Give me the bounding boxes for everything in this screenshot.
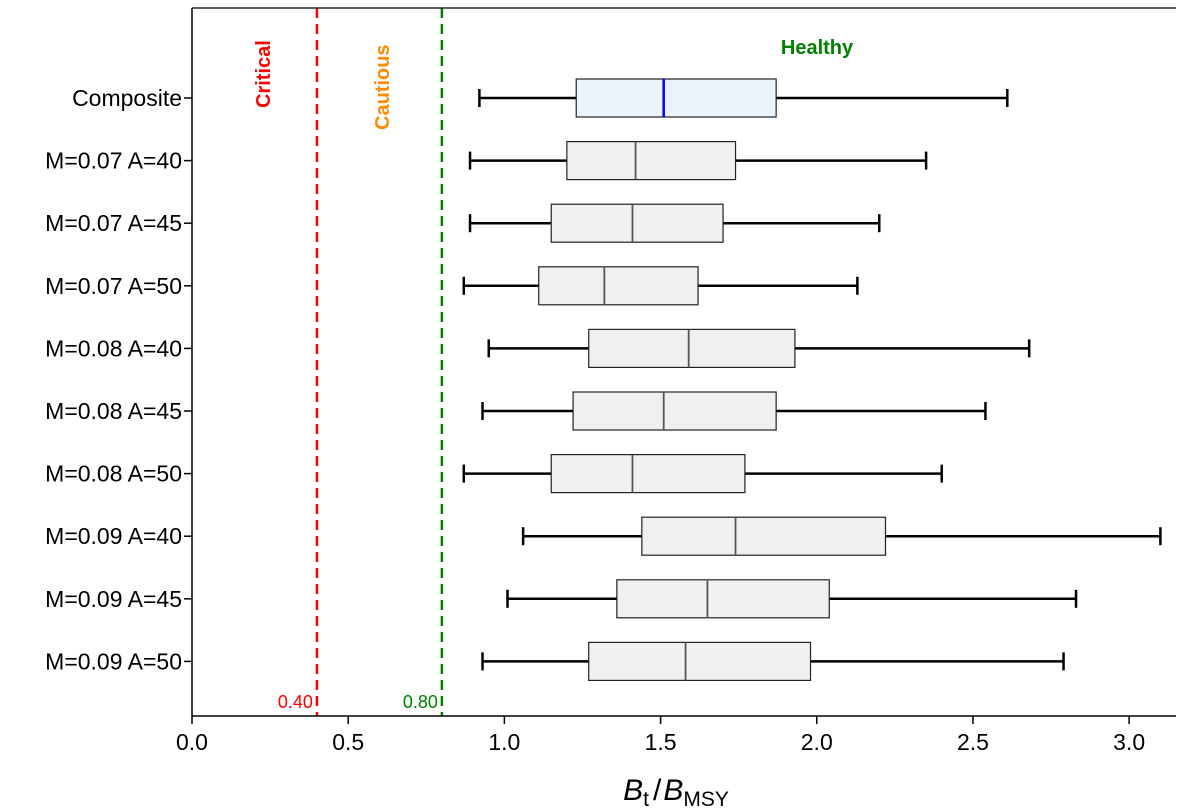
category-label: M=0.08 A=40	[45, 335, 182, 361]
category-label: M=0.09 A=50	[45, 648, 182, 674]
axes-layer	[184, 7, 1176, 724]
boxes-layer	[462, 78, 1162, 682]
zone-label-healthy: Healthy	[781, 37, 854, 59]
x-axis-title-slash: /	[653, 774, 662, 807]
box-iqr	[588, 328, 796, 368]
box-iqr	[641, 516, 887, 556]
box-m-0-07-a-40	[468, 141, 928, 181]
reference-label-0.40: 0.40	[278, 692, 313, 712]
box-m-0-07-a-45	[468, 203, 881, 243]
category-label: M=0.09 A=45	[45, 586, 182, 612]
x-axis-title-msy: MSY	[683, 788, 729, 808]
box-m-0-09-a-50	[481, 641, 1065, 682]
category-label: M=0.07 A=45	[45, 210, 182, 236]
x-tick-label: 1.5	[645, 729, 677, 755]
box-m-0-09-a-40	[521, 516, 1162, 556]
reference-lines-layer	[315, 8, 444, 716]
category-label: M=0.09 A=40	[45, 523, 182, 549]
box-iqr	[566, 141, 737, 181]
category-label: M=0.07 A=40	[45, 148, 182, 174]
box-iqr	[538, 266, 699, 306]
x-axis-title-t: t	[643, 788, 649, 808]
x-tick-label: 2.0	[801, 729, 833, 755]
box-m-0-08-a-50	[462, 454, 943, 494]
x-tick-label: 1.0	[488, 729, 520, 755]
x-axis-title: Bt/BMSY	[623, 774, 729, 808]
zone-label-cautious: Cautious	[372, 44, 394, 130]
category-label: M=0.08 A=45	[45, 398, 182, 424]
box-m-0-07-a-50	[462, 266, 859, 306]
box-m-0-08-a-45	[481, 391, 987, 431]
box-iqr	[572, 391, 777, 431]
x-tick-label: 2.5	[957, 729, 989, 755]
box-iqr	[575, 78, 777, 118]
x-tick-label: 0.5	[332, 729, 364, 755]
x-tick-label: 3.0	[1113, 729, 1145, 755]
box-m-0-09-a-45	[506, 579, 1078, 619]
x-tick-label: 0.0	[176, 729, 208, 755]
x-axis-title-b: B	[623, 774, 643, 807]
x-axis-title-b2: B	[663, 774, 683, 807]
box-iqr	[588, 641, 812, 682]
category-label: Composite	[72, 85, 182, 111]
box-composite	[478, 78, 1009, 118]
zone-label-critical: Critical	[253, 40, 275, 108]
category-label: M=0.07 A=50	[45, 273, 182, 299]
reference-label-0.80: 0.80	[403, 692, 438, 712]
category-label: M=0.08 A=50	[45, 461, 182, 487]
box-iqr	[550, 203, 724, 243]
labels-layer: 0.40 0.80 Critical Cautious Healthy Composite…	[45, 37, 1145, 755]
box-iqr	[550, 454, 746, 494]
box-m-0-08-a-40	[487, 328, 1031, 368]
box-iqr	[616, 579, 830, 619]
